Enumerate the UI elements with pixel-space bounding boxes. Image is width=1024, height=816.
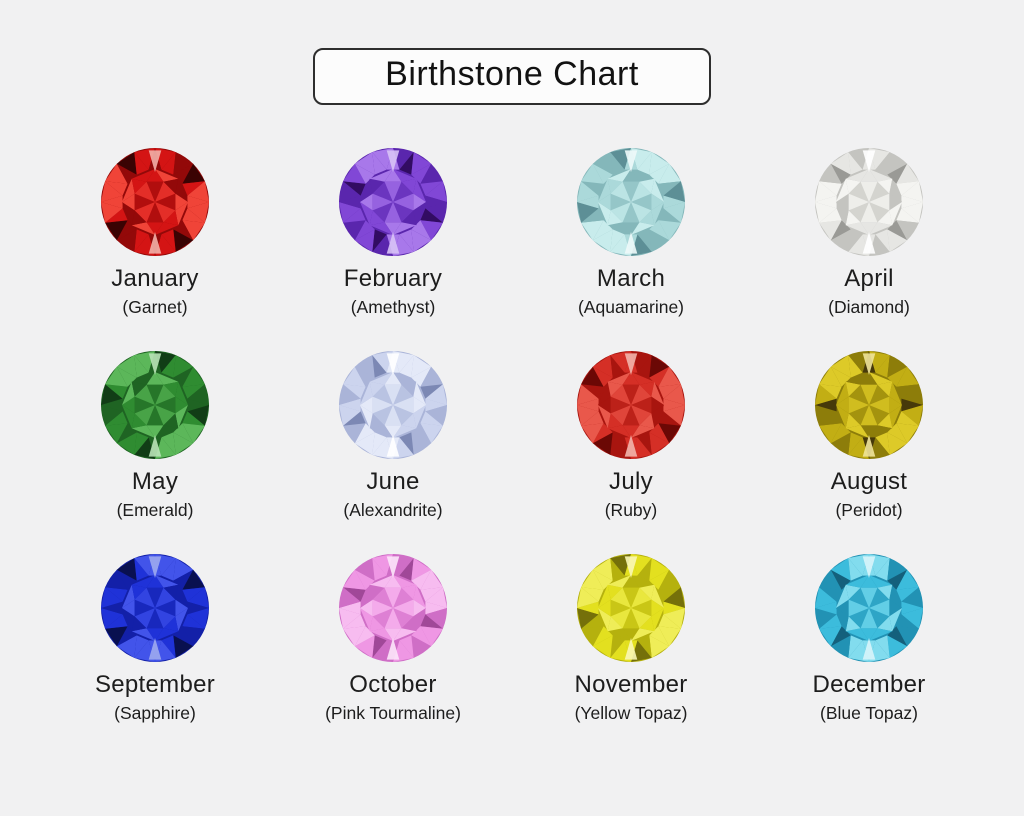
stone-label: (Emerald) xyxy=(116,500,194,520)
gem-caption: April (Diamond) xyxy=(750,265,988,318)
gem-cell-blue-topaz: December (Blue Topaz) xyxy=(750,553,988,724)
month-label: December xyxy=(812,671,926,698)
gem-cell-aquamarine: March (Aquamarine) xyxy=(512,147,750,318)
stone-label: (Alexandrite) xyxy=(343,500,443,520)
gem-image-emerald xyxy=(100,350,210,460)
gem-caption: November (Yellow Topaz) xyxy=(512,671,750,724)
month-label: October xyxy=(349,671,437,698)
gem-image-yellow-topaz xyxy=(576,553,686,663)
gem-caption: June (Alexandrite) xyxy=(274,468,512,521)
month-label: May xyxy=(131,468,179,495)
stone-label: (Sapphire) xyxy=(114,703,196,723)
gem-cell-yellow-topaz: November (Yellow Topaz) xyxy=(512,553,750,724)
gem-image-alexandrite xyxy=(338,350,448,460)
gem-cell-ruby: July (Ruby) xyxy=(512,350,750,521)
stone-label: (Aquamarine) xyxy=(577,297,685,317)
gem-image-peridot xyxy=(814,350,924,460)
stone-label: (Ruby) xyxy=(604,500,658,520)
stone-label: (Diamond) xyxy=(828,297,910,317)
gem-image-pink-tourmaline xyxy=(338,553,448,663)
gem-caption: February (Amethyst) xyxy=(274,265,512,318)
page-title: Birthstone Chart xyxy=(385,55,639,93)
gem-caption: August (Peridot) xyxy=(750,468,988,521)
stone-label: (Pink Tourmaline) xyxy=(325,703,461,723)
gem-cell-peridot: August (Peridot) xyxy=(750,350,988,521)
stone-label: (Garnet) xyxy=(122,297,188,317)
month-label: February xyxy=(343,265,443,292)
month-label: June xyxy=(366,468,420,495)
gem-caption: September (Sapphire) xyxy=(36,671,274,724)
gem-cell-emerald: May (Emerald) xyxy=(36,350,274,521)
gem-caption: January (Garnet) xyxy=(36,265,274,318)
gem-cell-garnet: January (Garnet) xyxy=(36,147,274,318)
gem-image-ruby xyxy=(576,350,686,460)
chart-title-box: Birthstone Chart xyxy=(313,48,711,105)
gem-caption: May (Emerald) xyxy=(36,468,274,521)
gem-grid: January (Garnet) February (Amethyst) Mar… xyxy=(36,147,988,724)
gem-cell-diamond: April (Diamond) xyxy=(750,147,988,318)
gem-cell-alexandrite: June (Alexandrite) xyxy=(274,350,512,521)
gem-caption: December (Blue Topaz) xyxy=(750,671,988,724)
month-label: November xyxy=(574,671,688,698)
month-label: September xyxy=(94,671,216,698)
gem-caption: October (Pink Tourmaline) xyxy=(274,671,512,724)
month-label: March xyxy=(596,265,666,292)
gem-image-amethyst xyxy=(338,147,448,257)
gem-image-sapphire xyxy=(100,553,210,663)
month-label: July xyxy=(609,468,653,495)
gem-cell-amethyst: February (Amethyst) xyxy=(274,147,512,318)
birthstone-chart-page: Birthstone Chart January (Garnet) Februa… xyxy=(0,48,1024,724)
gem-caption: July (Ruby) xyxy=(512,468,750,521)
month-label: January xyxy=(111,265,199,292)
stone-label: (Yellow Topaz) xyxy=(574,703,688,723)
stone-label: (Blue Topaz) xyxy=(820,703,918,723)
month-label: April xyxy=(844,265,894,292)
gem-image-garnet xyxy=(100,147,210,257)
stone-label: (Amethyst) xyxy=(350,297,436,317)
gem-cell-pink-tourmaline: October (Pink Tourmaline) xyxy=(274,553,512,724)
gem-image-aquamarine xyxy=(576,147,686,257)
gem-caption: March (Aquamarine) xyxy=(512,265,750,318)
gem-image-blue-topaz xyxy=(814,553,924,663)
month-label: August xyxy=(830,468,908,495)
stone-label: (Peridot) xyxy=(835,500,903,520)
gem-image-diamond xyxy=(814,147,924,257)
gem-cell-sapphire: September (Sapphire) xyxy=(36,553,274,724)
